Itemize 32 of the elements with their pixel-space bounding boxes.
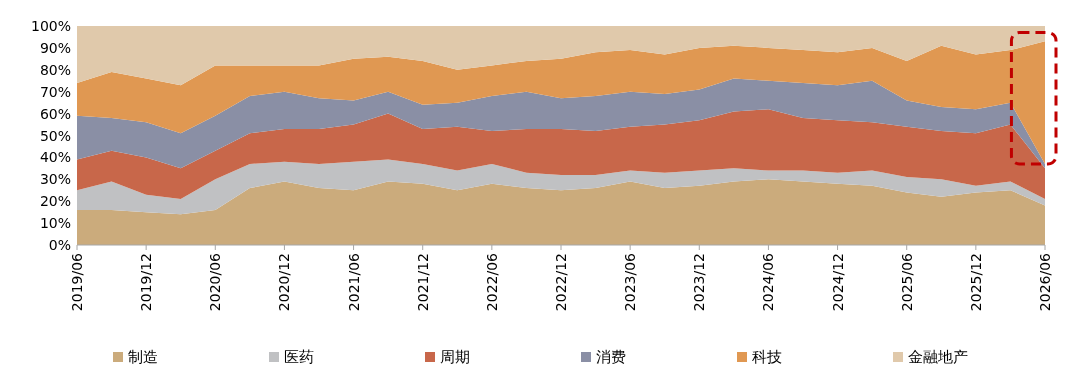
y-tick-label: 20% [39, 193, 71, 210]
x-tick-label: 2021/12 [414, 253, 431, 312]
legend-label: 金融地产 [908, 348, 968, 366]
x-tick-label: 2023/06 [622, 252, 639, 312]
x-tick-label: 2020/12 [276, 253, 293, 312]
x-tick-label: 2021/06 [345, 252, 362, 312]
x-tick-label: 2025/06 [898, 252, 915, 312]
x-tick-label: 2026/06 [1037, 252, 1053, 312]
x-tick-label: 2022/06 [483, 252, 500, 312]
x-tick-label: 2020/06 [207, 252, 224, 312]
legend-label: 医药 [284, 348, 314, 366]
y-tick-label: 60% [39, 105, 71, 122]
y-tick-label: 30% [39, 171, 71, 188]
y-tick-label: 70% [39, 83, 71, 100]
y-tick-label: 0% [48, 237, 71, 253]
y-tick-label: 90% [39, 39, 71, 56]
legend-label: 制造 [128, 348, 158, 366]
x-tick-label: 2024/12 [829, 253, 846, 312]
x-tick-label: 2025/12 [967, 253, 984, 312]
legend-label: 科技 [752, 348, 782, 366]
x-tick-label: 2022/12 [553, 253, 569, 312]
legend-label: 消费 [596, 348, 626, 366]
x-tick-label: 2019/12 [138, 253, 155, 312]
y-tick-label: 40% [39, 149, 71, 166]
y-tick-label: 100% [30, 18, 71, 34]
x-tick-label: 2019/06 [69, 252, 85, 312]
legend-label: 周期 [440, 348, 470, 366]
y-tick-label: 10% [39, 215, 71, 232]
y-tick-label: 80% [39, 61, 71, 78]
x-tick-label: 2024/06 [760, 252, 777, 312]
y-tick-label: 50% [39, 127, 71, 144]
x-tick-label: 2023/12 [691, 253, 708, 312]
